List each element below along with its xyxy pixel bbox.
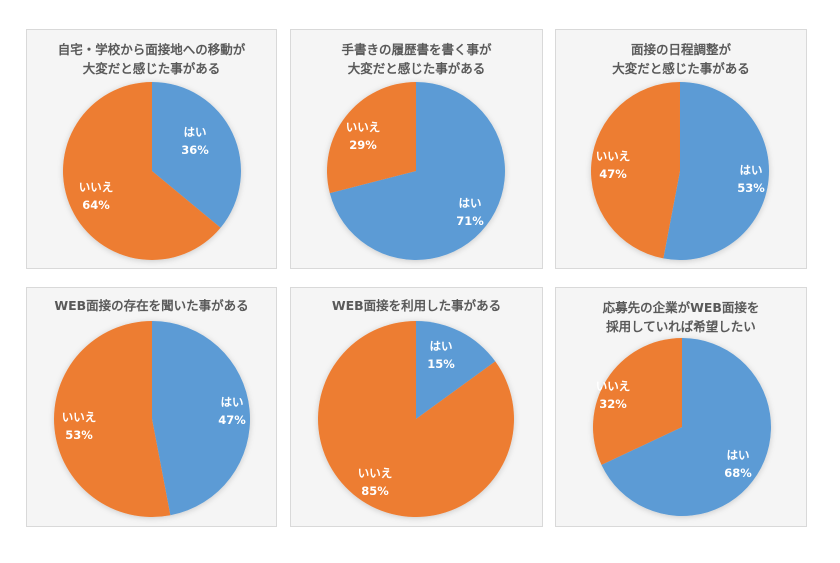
category-label: はい <box>220 395 244 409</box>
data-label-no: いいえ 47% <box>596 147 631 183</box>
data-label-no: いいえ 64% <box>79 178 114 214</box>
data-label-yes: はい 15% <box>427 337 455 373</box>
chart-title-line: 自宅・学校から面接地への移動が <box>57 42 246 57</box>
chart-title-line: 採用していれば希望したい <box>606 319 756 334</box>
percent-label: 36% <box>181 143 209 157</box>
data-label-no: いいえ 29% <box>346 118 381 154</box>
category-label: いいえ <box>357 466 393 480</box>
chart-title: WEB面接を利用した事がある <box>291 296 542 315</box>
category-label: いいえ <box>78 180 114 194</box>
pie-slice-no <box>593 338 682 465</box>
chart-title-line: 大変だと感じた事がある <box>347 61 486 76</box>
data-label-no: いいえ 32% <box>596 377 631 413</box>
chart-title: 応募先の企業がWEB面接を 採用していれば希望したい <box>556 298 806 336</box>
pie-slice-yes <box>329 82 505 261</box>
category-label: はい <box>183 125 207 139</box>
percent-label: 53% <box>737 181 765 195</box>
percent-label: 53% <box>65 428 93 442</box>
chart-title-line: WEB面接を利用した事がある <box>331 298 502 313</box>
category-label: はい <box>739 163 763 177</box>
pie-slice-no <box>318 321 514 517</box>
percent-label: 71% <box>456 214 484 228</box>
chart-title-line: 手書きの履歴書を書く事が <box>341 42 492 57</box>
chart-title: WEB面接の存在を聞いた事がある <box>27 296 276 315</box>
pie-slice-yes <box>416 321 496 419</box>
category-label: いいえ <box>61 410 97 424</box>
percent-label: 32% <box>599 397 627 411</box>
percent-label: 68% <box>724 466 752 480</box>
category-label: はい <box>458 196 482 210</box>
chart-title-line: 面接の日程調整が <box>630 42 731 57</box>
chart-title: 面接の日程調整が大変だと感じた事がある <box>556 40 806 78</box>
category-label: いいえ <box>595 379 631 393</box>
category-label: いいえ <box>345 120 381 134</box>
chart-title: 自宅・学校から面接地への移動が 大変だと感じた事がある <box>27 40 276 78</box>
data-label-yes: はい 71% <box>456 194 484 230</box>
pie-slice-no <box>63 82 221 261</box>
pie-slice-yes <box>152 321 251 516</box>
category-label: はい <box>726 448 750 462</box>
category-label: いいえ <box>595 149 631 163</box>
data-label-no: いいえ 85% <box>358 464 393 500</box>
category-label: はい <box>429 339 453 353</box>
pie-slice-yes <box>601 337 771 516</box>
percent-label: 64% <box>82 198 110 212</box>
pie-slice-yes <box>152 82 242 228</box>
percent-label: 47% <box>599 167 627 181</box>
percent-label: 29% <box>349 138 377 152</box>
chart-title-line: 応募先の企業がWEB面接を <box>602 300 760 315</box>
percent-label: 15% <box>427 357 455 371</box>
data-label-yes: はい 47% <box>218 393 246 429</box>
chart-title-line: WEB面接の存在を聞いた事がある <box>54 298 249 313</box>
chart-title: 手書きの履歴書を書く事が 大変だと感じた事がある <box>291 40 542 78</box>
data-label-yes: はい 36% <box>181 123 209 159</box>
data-label-no: いいえ 53% <box>62 408 97 444</box>
percent-label: 47% <box>218 413 246 427</box>
chart-title-line: 大変だと感じた事がある <box>82 61 221 76</box>
pie-slice-no <box>591 82 680 259</box>
pie-slice-yes <box>663 82 769 260</box>
pie-slice-no <box>327 82 416 194</box>
data-label-yes: はい 68% <box>724 446 752 482</box>
chart-title-line: 大変だと感じた事がある <box>612 61 750 76</box>
pie-slice-no <box>53 321 171 517</box>
percent-label: 85% <box>361 484 389 498</box>
data-label-yes: はい 53% <box>737 161 765 197</box>
